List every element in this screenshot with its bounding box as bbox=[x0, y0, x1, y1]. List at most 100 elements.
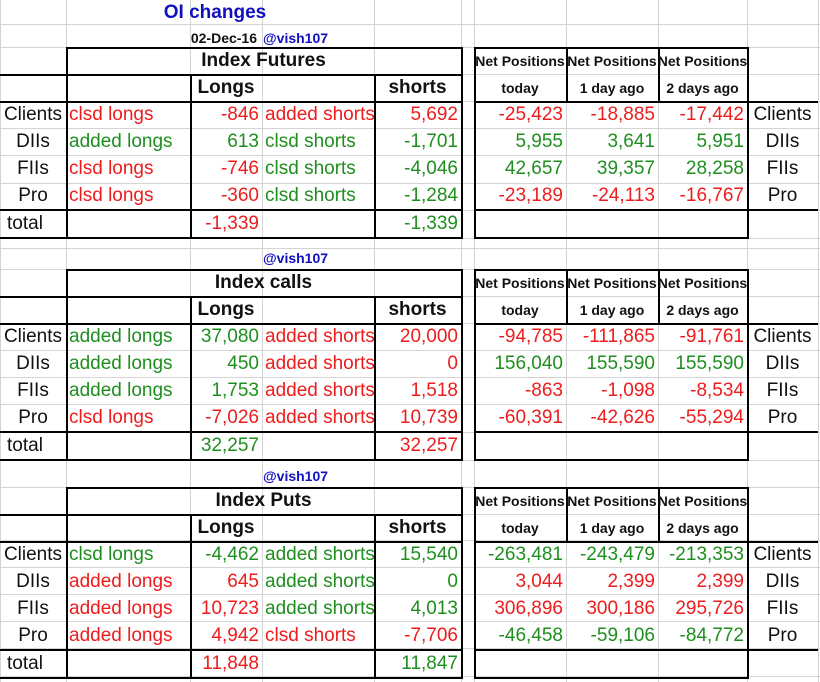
section-title: Index calls bbox=[214, 272, 313, 293]
border bbox=[0, 74, 461, 76]
net-position-1-day-ago: 300,186 bbox=[586, 598, 655, 619]
section-handle: @vish107 bbox=[263, 249, 329, 266]
participant-name-right: FIIs bbox=[766, 380, 799, 401]
participant-name: Pro bbox=[18, 185, 48, 206]
net-positions-header-2d: Net Positions bbox=[658, 274, 747, 291]
long-value: -360 bbox=[220, 185, 259, 206]
short-action-label: added shorts bbox=[265, 104, 374, 125]
short-action-label: added shorts bbox=[265, 598, 374, 619]
border bbox=[66, 47, 461, 49]
border bbox=[461, 487, 463, 679]
short-value: 5,692 bbox=[410, 104, 458, 125]
border bbox=[0, 459, 461, 461]
participant-name-right: FIIs bbox=[766, 598, 799, 619]
border bbox=[66, 269, 68, 461]
shorts-header: shorts bbox=[388, 299, 447, 320]
border bbox=[658, 269, 660, 323]
short-action-label: added shorts bbox=[265, 407, 374, 428]
net-position-2-days-ago: 2,399 bbox=[696, 571, 744, 592]
participant-name-right: Pro bbox=[767, 625, 798, 646]
np-today-header: today bbox=[501, 79, 539, 96]
long-action-label: clsd longs bbox=[69, 544, 154, 565]
long-value: 4,942 bbox=[211, 625, 259, 646]
np-1d-header: 1 day ago bbox=[579, 301, 645, 318]
net-positions-header-1d: Net Positions bbox=[567, 52, 657, 69]
page-title: OI changes bbox=[163, 1, 267, 23]
gridline-row bbox=[0, 377, 820, 378]
border bbox=[0, 431, 461, 433]
short-action-label: added shorts bbox=[265, 544, 374, 565]
short-value: 15,540 bbox=[399, 544, 458, 565]
border bbox=[461, 269, 463, 461]
border bbox=[747, 487, 749, 679]
gridline-row bbox=[0, 676, 820, 677]
border bbox=[566, 269, 568, 323]
short-value: 0 bbox=[447, 571, 458, 592]
short-value: 4,013 bbox=[410, 598, 458, 619]
border bbox=[474, 269, 747, 271]
border bbox=[190, 296, 192, 461]
long-action-label: added longs bbox=[69, 380, 173, 401]
participant-name: Clients bbox=[3, 326, 63, 347]
np-2d-header: 2 days ago bbox=[666, 301, 739, 318]
net-positions-header-today: Net Positions bbox=[475, 274, 565, 291]
long-value: 1,753 bbox=[211, 380, 259, 401]
border bbox=[474, 101, 818, 103]
total-label: total bbox=[7, 434, 43, 456]
participant-name: Pro bbox=[18, 407, 48, 428]
net-positions-header-today: Net Positions bbox=[475, 52, 565, 69]
net-position-1-day-ago: 3,641 bbox=[607, 131, 655, 152]
border bbox=[474, 209, 818, 211]
long-action-label: added longs bbox=[69, 131, 173, 152]
long-value: 450 bbox=[227, 353, 259, 374]
net-positions-header-1d: Net Positions bbox=[567, 492, 657, 509]
participant-name: DIIs bbox=[16, 353, 50, 374]
net-position-1-day-ago: -18,885 bbox=[590, 104, 655, 125]
participant-name-right: DIIs bbox=[765, 131, 800, 152]
participant-name: FIIs bbox=[17, 158, 49, 179]
net-position-1-day-ago: -59,106 bbox=[590, 625, 655, 646]
net-position-today: -60,391 bbox=[498, 407, 563, 428]
gridline-col bbox=[818, 0, 819, 682]
participant-name-right: Clients bbox=[753, 544, 812, 565]
net-position-1-day-ago: 155,590 bbox=[586, 353, 655, 374]
short-action-label: clsd shorts bbox=[265, 185, 356, 206]
author-handle: @vish107 bbox=[263, 29, 329, 46]
short-action-label: added shorts bbox=[265, 353, 374, 374]
border bbox=[474, 431, 818, 433]
total-label: total bbox=[7, 652, 43, 674]
np-2d-header: 2 days ago bbox=[666, 519, 739, 536]
net-positions-header-2d: Net Positions bbox=[658, 492, 747, 509]
net-position-1-day-ago: -111,865 bbox=[582, 326, 655, 347]
total-short: 32,257 bbox=[399, 434, 458, 456]
long-action-label: added longs bbox=[69, 625, 173, 646]
border bbox=[0, 296, 461, 298]
gridline-row bbox=[0, 594, 820, 595]
participant-name: DIIs bbox=[16, 131, 50, 152]
net-position-1-day-ago: 39,357 bbox=[596, 158, 655, 179]
participant-name-right: Pro bbox=[767, 407, 798, 428]
gridline-col bbox=[566, 0, 567, 682]
long-value: 613 bbox=[227, 131, 259, 152]
total-label: total bbox=[7, 212, 43, 234]
short-action-label: clsd shorts bbox=[265, 131, 356, 152]
np-today-header: today bbox=[501, 301, 539, 318]
long-value: 37,080 bbox=[200, 326, 259, 347]
border bbox=[374, 296, 376, 461]
gridline-row bbox=[0, 155, 820, 156]
net-position-today: -25,423 bbox=[498, 104, 563, 125]
participant-name: Pro bbox=[18, 625, 48, 646]
net-positions-header-1d: Net Positions bbox=[567, 274, 657, 291]
net-position-1-day-ago: -1,098 bbox=[601, 380, 655, 401]
longs-header: Longs bbox=[197, 299, 255, 320]
border bbox=[0, 209, 461, 211]
long-value: 10,723 bbox=[200, 598, 259, 619]
gridline-row bbox=[0, 248, 820, 249]
net-position-1-day-ago: -42,626 bbox=[590, 407, 655, 428]
border bbox=[66, 269, 461, 271]
gridline-row bbox=[0, 350, 820, 351]
net-position-2-days-ago: 5,951 bbox=[696, 131, 744, 152]
net-position-today: -23,189 bbox=[498, 185, 563, 206]
participant-name-right: Clients bbox=[753, 326, 812, 347]
